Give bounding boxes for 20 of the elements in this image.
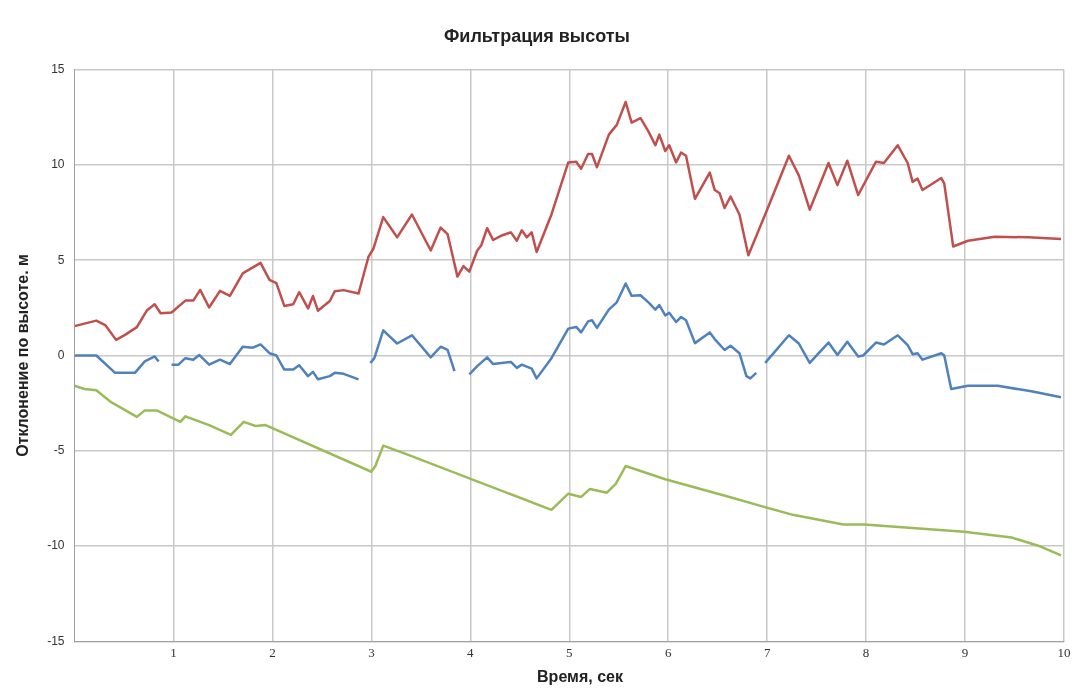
y-tick-label: -10 bbox=[47, 538, 65, 553]
y-axis-title: Отклонение по высоте. м bbox=[14, 254, 32, 457]
y-tick-label: 10 bbox=[51, 157, 65, 172]
y-tick-label: 5 bbox=[57, 252, 65, 267]
x-tick-label: 1 bbox=[170, 644, 177, 660]
y-tick-label: -15 bbox=[47, 633, 65, 648]
y-tick-label: 0 bbox=[57, 347, 65, 362]
x-tick-label: 2 bbox=[269, 644, 276, 660]
x-tick-label: 3 bbox=[368, 644, 375, 660]
y-tick-label: -5 bbox=[53, 443, 65, 458]
chart-title: Фильтрация высоты bbox=[444, 25, 630, 46]
x-axis-title: Время, сек bbox=[536, 668, 624, 686]
x-tick-label: 10 bbox=[1057, 644, 1071, 660]
x-tick-label: 5 bbox=[566, 644, 573, 660]
x-tick-label: 9 bbox=[961, 644, 969, 660]
x-tick-label: 4 bbox=[467, 644, 475, 660]
x-tick-label: 7 bbox=[763, 644, 771, 660]
x-tick-label: 6 bbox=[664, 644, 672, 660]
y-tick-label: 15 bbox=[51, 61, 65, 76]
x-tick-label: 8 bbox=[862, 644, 870, 660]
